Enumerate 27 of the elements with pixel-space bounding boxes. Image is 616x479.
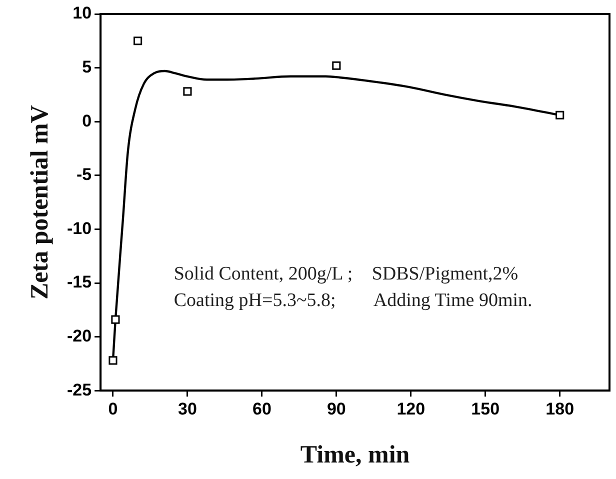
point — [556, 110, 564, 120]
y-tick-label: 10 — [72, 4, 92, 23]
y-tick-label: -25 — [66, 380, 92, 400]
point — [134, 36, 142, 46]
y-tick-label: -10 — [66, 218, 92, 238]
x-tick-label: 180 — [546, 399, 574, 418]
x-tick-label: 0 — [108, 399, 118, 418]
x-tick-label: 30 — [178, 399, 197, 418]
point — [183, 87, 192, 96]
annotation: Coating pH=5.3~5.8; — [174, 290, 336, 311]
y-tick-label: 0 — [82, 111, 92, 130]
x-axis-title: Time, min — [300, 441, 410, 468]
x-tick-label: 60 — [252, 399, 272, 418]
point — [332, 61, 341, 70]
y-axis-title: Zeta potential mV — [26, 105, 54, 300]
y-tick-label: 5 — [82, 57, 92, 76]
annotation: Solid Content, 200g/L ; — [174, 264, 353, 285]
point — [111, 315, 120, 324]
x-tick-label: 90 — [326, 399, 346, 418]
y-tick-label: -15 — [66, 272, 92, 292]
point — [108, 356, 118, 365]
x-tick-label: 120 — [396, 399, 426, 418]
y-tick-label: -20 — [66, 326, 92, 346]
x-tick-label: 150 — [471, 399, 500, 418]
annotation: Adding Time 90min. — [373, 290, 532, 311]
annotation: SDBS/Pigment,2% — [372, 264, 518, 285]
y-tick-label: -5 — [76, 165, 92, 184]
